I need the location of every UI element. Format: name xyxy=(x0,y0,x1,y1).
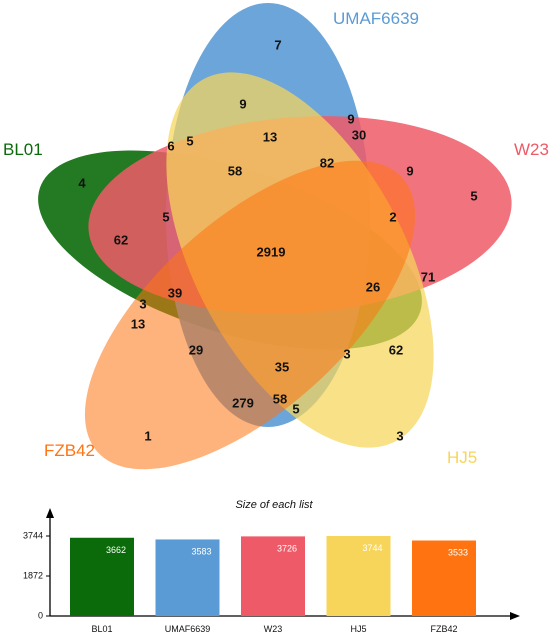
venn-diagram xyxy=(38,3,512,470)
region-count: 58 xyxy=(273,391,287,406)
x-tick-label: FZB42 xyxy=(430,624,457,634)
bar-value-label: 3533 xyxy=(448,548,468,558)
chart-title: Size of each list xyxy=(235,499,313,511)
region-count: 4 xyxy=(78,175,86,190)
region-count: 5 xyxy=(470,188,477,203)
bar-fzb42 xyxy=(412,540,476,616)
region-count: 9 xyxy=(406,163,413,178)
region-count: 39 xyxy=(168,285,182,300)
bar-w23 xyxy=(241,536,305,616)
bar-value-label: 3744 xyxy=(363,543,383,553)
region-count: 29 xyxy=(189,342,203,357)
set-label-w23: W23 xyxy=(514,140,549,159)
bar-bl01 xyxy=(70,537,134,616)
region-count: 71 xyxy=(421,269,435,284)
x-tick-label: UMAF6639 xyxy=(165,624,211,634)
region-count: 13 xyxy=(263,129,277,144)
region-count: 3 xyxy=(139,296,146,311)
region-count: 9 xyxy=(239,96,246,111)
bar-value-label: 3583 xyxy=(192,546,212,556)
region-count: 58 xyxy=(228,163,242,178)
bar-values-layer: 3662 3583 3726 3744 3533 xyxy=(106,543,468,558)
region-count: 279 xyxy=(232,395,254,410)
region-count: 2 xyxy=(389,209,396,224)
region-count: 62 xyxy=(389,342,403,357)
y-tick-label: 0 xyxy=(38,610,43,620)
region-count: 9 xyxy=(347,111,354,126)
region-count: 5 xyxy=(186,133,193,148)
y-tick-label: 3744 xyxy=(23,530,43,540)
region-count: 3 xyxy=(396,428,403,443)
x-labels-layer: BL01 UMAF6639 W23 HJ5 FZB42 xyxy=(91,624,457,634)
set-label-fzb42: FZB42 xyxy=(44,441,95,460)
region-count: 6 xyxy=(167,138,174,153)
region-count: 62 xyxy=(114,232,128,247)
region-count: 5 xyxy=(162,209,169,224)
bar-umaf6639 xyxy=(155,539,220,616)
set-label-bl01: BL01 xyxy=(3,140,43,159)
bars-layer xyxy=(70,536,476,616)
set-ellipse-fzb42 xyxy=(84,160,416,470)
region-count: 30 xyxy=(352,127,366,142)
region-count: 5 xyxy=(292,401,299,416)
bar-hj5 xyxy=(326,536,391,616)
region-count: 26 xyxy=(366,279,380,294)
venn-region-counts: 7 9 13 9 30 6 5 58 82 9 5 4 5 2 62 2919 … xyxy=(78,37,477,443)
set-label-hj5: HJ5 xyxy=(447,448,477,467)
region-count: 82 xyxy=(320,155,334,170)
y-axis-arrow xyxy=(46,508,54,518)
bar-value-label: 3726 xyxy=(277,543,297,553)
region-count: 13 xyxy=(131,316,145,331)
region-count: 2919 xyxy=(257,244,286,259)
region-count: 35 xyxy=(275,359,289,374)
set-label-umaf6639: UMAF6639 xyxy=(333,9,419,28)
y-tick-label: 1872 xyxy=(23,570,43,580)
x-tick-label: HJ5 xyxy=(350,624,366,634)
x-tick-label: BL01 xyxy=(91,624,112,634)
x-axis-arrow xyxy=(510,612,520,620)
size-bar-chart: Size of each list 3744 1872 0 3662 3583 37… xyxy=(23,499,520,634)
x-tick-label: W23 xyxy=(264,624,283,634)
region-count: 3 xyxy=(343,346,350,361)
bar-value-label: 3662 xyxy=(106,545,126,555)
region-count: 1 xyxy=(144,428,151,443)
region-count: 7 xyxy=(274,37,281,52)
